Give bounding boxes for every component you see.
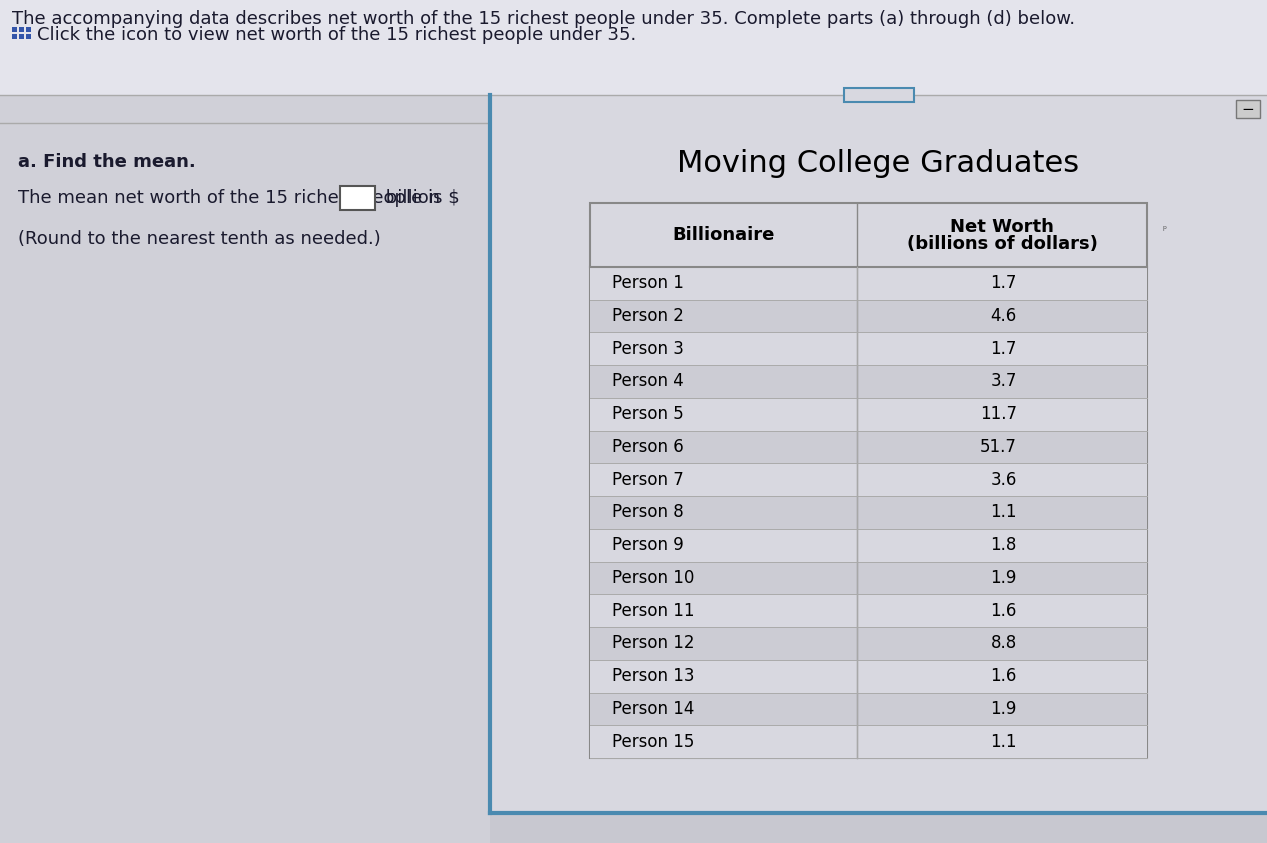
Text: Person 6: Person 6 [612,438,684,456]
Bar [590,561,1147,594]
Text: Person 5: Person 5 [612,405,684,423]
Text: Click the icon to view net worth of the 15 richest people under 35.: Click the icon to view net worth of the … [37,26,636,44]
Text: (Round to the nearest tenth as needed.): (Round to the nearest tenth as needed.) [18,230,381,248]
Text: The mean net worth of the 15 richest people is $: The mean net worth of the 15 richest peo… [18,189,460,207]
Bar [0,95,490,843]
Bar [590,431,1147,464]
Bar [0,0,1267,95]
Text: Person 7: Person 7 [612,470,684,489]
Text: The accompanying data describes net worth of the 15 richest people under 35. Com: The accompanying data describes net wort… [11,10,1076,28]
Text: ᵖ: ᵖ [1163,225,1167,235]
Text: Person 10: Person 10 [612,569,694,587]
Text: 1.7: 1.7 [991,340,1016,357]
Text: (billions of dollars): (billions of dollars) [907,235,1097,253]
Text: 8.8: 8.8 [991,635,1016,652]
Bar [590,464,1147,496]
Text: Person 11: Person 11 [612,602,694,620]
Text: Billionaire: Billionaire [673,226,775,244]
Bar [27,27,30,32]
Text: Net Worth: Net Worth [950,217,1054,236]
Bar [590,496,1147,529]
Bar [590,203,1147,758]
Text: 51.7: 51.7 [979,438,1016,456]
Text: Person 8: Person 8 [612,503,684,522]
Bar [490,95,1267,813]
Text: Person 1: Person 1 [612,274,684,293]
Text: 1.7: 1.7 [991,274,1016,293]
Text: 1.1: 1.1 [991,503,1016,522]
Bar [590,365,1147,398]
Bar [590,660,1147,692]
Bar [19,34,24,39]
Bar [590,267,1147,299]
FancyBboxPatch shape [340,186,375,210]
Bar [590,332,1147,365]
Text: Person 14: Person 14 [612,700,694,718]
Text: 1.6: 1.6 [991,602,1016,620]
Text: billion: billion [380,189,440,207]
Bar [590,594,1147,627]
Text: Person 3: Person 3 [612,340,684,357]
Bar [11,27,16,32]
FancyBboxPatch shape [844,88,914,102]
Text: 1.8: 1.8 [991,536,1016,554]
Text: 11.7: 11.7 [979,405,1016,423]
Text: 1.6: 1.6 [991,667,1016,685]
Text: −: − [1242,101,1254,116]
Bar [27,34,30,39]
Text: 3.7: 3.7 [991,373,1016,390]
Text: Person 9: Person 9 [612,536,684,554]
Text: Moving College Graduates: Moving College Graduates [678,148,1079,178]
Text: 1.9: 1.9 [991,569,1016,587]
Bar [590,725,1147,758]
Text: 3.6: 3.6 [991,470,1016,489]
Text: Person 15: Person 15 [612,733,694,750]
Bar [590,299,1147,332]
Bar [19,27,24,32]
Text: Person 12: Person 12 [612,635,694,652]
Bar [11,34,16,39]
Bar [590,692,1147,725]
Text: a. Find the mean.: a. Find the mean. [18,153,195,171]
Text: Person 4: Person 4 [612,373,684,390]
Text: Person 13: Person 13 [612,667,694,685]
Bar [590,398,1147,431]
Text: 4.6: 4.6 [991,307,1016,325]
Bar [590,529,1147,561]
Bar [590,627,1147,660]
FancyBboxPatch shape [1237,100,1259,118]
Text: Person 2: Person 2 [612,307,684,325]
Text: 1.9: 1.9 [991,700,1016,718]
Text: 1.1: 1.1 [991,733,1016,750]
